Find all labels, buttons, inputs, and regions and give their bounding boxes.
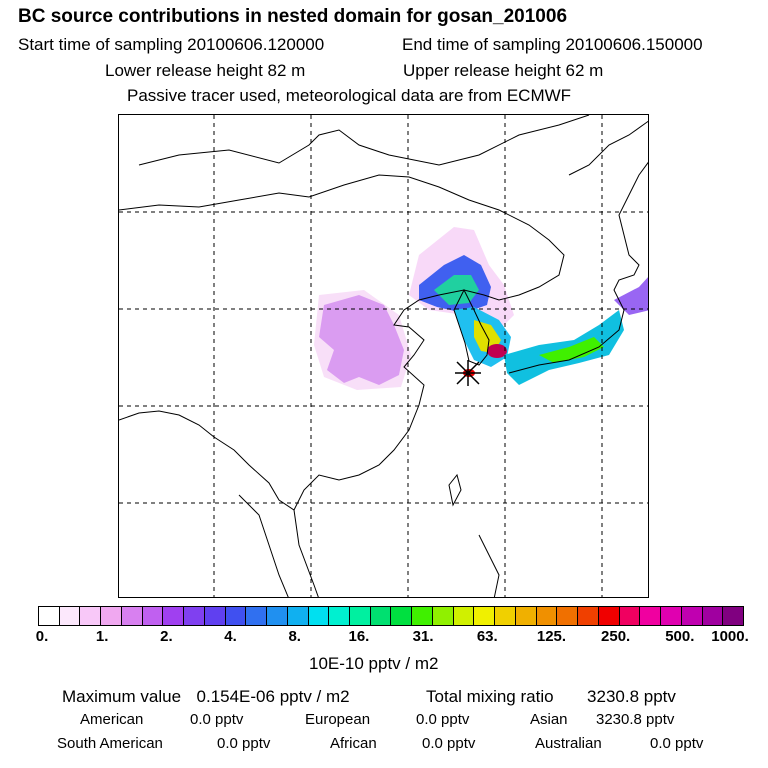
colorbar-tick-label: 1000.	[711, 628, 749, 645]
colorbar-tick-label: 63.	[476, 628, 498, 645]
colorbar-swatch	[598, 607, 620, 625]
model-note: Passive tracer used, meteorological data…	[127, 86, 572, 105]
colorbar-tick-label: 16.	[348, 628, 370, 645]
colorbar-tick-label: 1.	[95, 628, 109, 645]
region-name: South American	[57, 735, 163, 752]
colorbar-tick-label: 4.	[224, 628, 237, 645]
colorbar-swatch	[184, 607, 205, 625]
colorbar-swatch	[59, 607, 81, 625]
map-panel	[118, 114, 649, 598]
colorbar-swatch	[246, 607, 268, 625]
upper-release-height: Upper release height 62 m	[403, 61, 604, 80]
region-name: Asian	[530, 711, 568, 728]
colorbar-swatch	[515, 607, 537, 625]
colorbar-swatch	[536, 607, 558, 625]
colorbar-swatch	[578, 607, 599, 625]
colorbar-tick-label: 250.	[601, 628, 631, 645]
plume-japan-north	[614, 277, 648, 315]
colorbar-unit: 10E-10 pptv / m2	[309, 654, 439, 673]
region-value: 0.0 pptv	[217, 735, 271, 752]
colorbar-tick-label: 125.	[536, 628, 567, 645]
colorbar-swatch	[101, 607, 122, 625]
colorbar-swatch	[391, 607, 413, 625]
colorbar-swatch	[80, 607, 102, 625]
plot-title: BC source contributions in nested domain…	[18, 6, 568, 27]
colorbar-swatch	[308, 607, 330, 625]
max-label: Maximum value	[62, 687, 182, 706]
region-name: Australian	[535, 735, 602, 752]
coastline-japan	[508, 161, 648, 374]
coastline-taiwan	[448, 473, 462, 507]
coastline-korea	[453, 288, 490, 366]
colorbar-swatch	[412, 607, 433, 625]
coastline-kamchatka	[568, 120, 648, 176]
map-svg	[119, 115, 648, 597]
colorbar-swatch	[702, 607, 724, 625]
coastline-indochina	[238, 494, 289, 597]
colorbar-swatch	[661, 607, 682, 625]
start-time: Start time of sampling 20100606.120000	[18, 35, 325, 54]
total-label: Total mixing ratio	[426, 687, 554, 706]
colorbar-swatch	[723, 607, 743, 625]
total-row: Total mixing ratio 3230.8 pptv	[426, 687, 676, 707]
max-value-row: Maximum value 0.154E-06 pptv / m2	[62, 687, 350, 707]
colorbar-swatch	[432, 607, 454, 625]
coastline-north	[138, 115, 590, 166]
lower-release-height: Lower release height 82 m	[105, 61, 306, 80]
colorbar	[38, 606, 744, 626]
colorbar-tick-label: 0.	[35, 628, 49, 645]
coastlines	[119, 115, 648, 597]
colorbar-swatch	[225, 607, 247, 625]
colorbar-swatch	[267, 607, 288, 625]
graticule	[119, 115, 648, 597]
region-value: 3230.8 pptv	[596, 711, 675, 728]
colorbar-swatch	[142, 607, 164, 625]
plume-hotspot	[487, 344, 507, 358]
region-value: 0.0 pptv	[190, 711, 244, 728]
colorbar-swatch	[557, 607, 579, 625]
region-value: 0.0 pptv	[650, 735, 704, 752]
total-value: 3230.8 pptv	[587, 687, 676, 706]
plume-japan-core	[539, 337, 604, 363]
colorbar-tick-label: 500.	[665, 628, 695, 645]
receptor-marker-icon	[455, 360, 481, 386]
colorbar-swatch	[39, 607, 60, 625]
region-value: 0.0 pptv	[422, 735, 476, 752]
colorbar-swatch	[453, 607, 475, 625]
colorbar-tick-label: 8.	[288, 628, 301, 645]
colorbar-swatch	[163, 607, 185, 625]
region-name: American	[80, 711, 144, 728]
colorbar-tick-label: 2.	[160, 628, 173, 645]
region-name: European	[305, 711, 371, 728]
colorbar-tick-label: 31.	[412, 628, 434, 645]
coastline-philippines	[478, 534, 500, 597]
plume-west-light	[314, 290, 411, 390]
colorbar-swatch	[204, 607, 226, 625]
plume-west	[319, 295, 404, 385]
region-name: African	[330, 735, 377, 752]
max-value: 0.154E-06 pptv / m2	[196, 687, 350, 706]
colorbar-swatch	[640, 607, 662, 625]
colorbar-swatch	[121, 607, 143, 625]
colorbar-swatch	[329, 607, 351, 625]
colorbar-swatch	[287, 607, 309, 625]
coastline-southeast	[293, 509, 319, 597]
colorbar-swatch	[681, 607, 703, 625]
colorbar-swatch	[350, 607, 371, 625]
colorbar-swatch	[619, 607, 641, 625]
coastline-mainland	[119, 174, 565, 511]
region-value: 0.0 pptv	[416, 711, 470, 728]
plume-japan	[504, 310, 624, 385]
colorbar-swatch	[370, 607, 392, 625]
colorbar-swatch	[495, 607, 516, 625]
colorbar-swatch	[474, 607, 496, 625]
end-time: End time of sampling 20100606.150000	[402, 35, 703, 54]
